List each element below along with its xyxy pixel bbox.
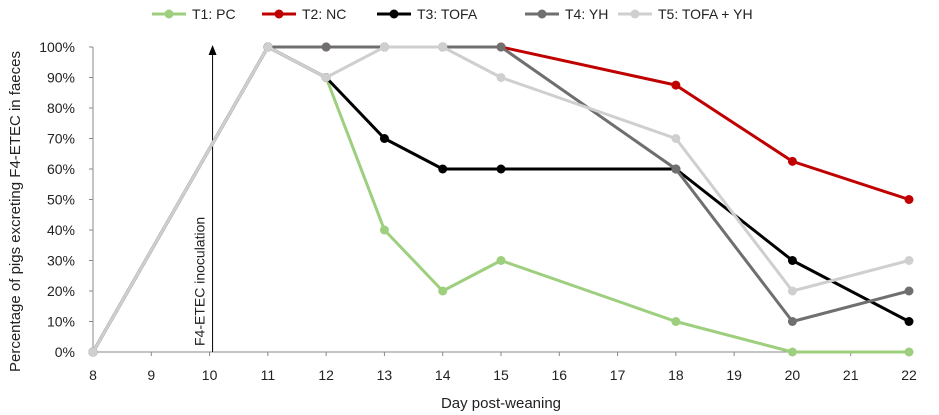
data-point xyxy=(787,156,797,166)
legend-label: T2: NC xyxy=(302,6,346,22)
legend-swatch-marker xyxy=(537,9,547,19)
y-tick-label: 80% xyxy=(47,100,75,116)
data-point xyxy=(496,164,506,174)
legend-item: T1: PC xyxy=(152,6,236,22)
data-point xyxy=(787,256,797,265)
y-tick-label: 40% xyxy=(47,222,75,238)
data-point xyxy=(379,225,389,235)
data-point xyxy=(904,256,914,265)
axes xyxy=(92,47,909,353)
y-tick-label: 60% xyxy=(47,161,75,177)
data-point xyxy=(496,42,506,52)
x-tick-label: 19 xyxy=(726,367,742,383)
data-point xyxy=(787,347,797,357)
data-point xyxy=(671,80,681,90)
legend-swatch-marker xyxy=(274,9,284,19)
x-tick-label: 15 xyxy=(493,367,509,383)
series-layer xyxy=(88,42,914,357)
x-tick-label: 9 xyxy=(147,367,155,383)
legend-item: T5: TOFA + YH xyxy=(618,6,753,22)
legend: T1: PC T2: NC T3: TOFA T4: YH T5: TOFA + YH xyxy=(152,6,753,22)
data-point xyxy=(379,134,389,143)
x-tick-label: 22 xyxy=(901,367,917,383)
data-point xyxy=(321,73,331,82)
series-line xyxy=(91,45,910,353)
x-tick-label: 21 xyxy=(843,367,859,383)
y-axis-ticks: 0% 10% 20% 30% 40% 50% 60% 70% 80% 90% 100% xyxy=(39,39,93,360)
data-point xyxy=(787,286,797,296)
data-point xyxy=(496,256,506,265)
data-point xyxy=(904,286,914,296)
y-tick-label: 70% xyxy=(47,131,75,147)
data-point xyxy=(671,164,681,174)
legend-item: T4: YH xyxy=(525,6,608,22)
legend-item: T3: TOFA xyxy=(377,6,478,22)
y-tick-label: 50% xyxy=(47,192,75,208)
inoculation-label: F4-ETEC inoculation xyxy=(192,217,208,346)
y-tick-label: 0% xyxy=(55,344,75,360)
data-point xyxy=(263,42,273,52)
legend-swatch-marker xyxy=(630,9,640,19)
legend-item: T2: NC xyxy=(262,6,346,22)
legend-label: T1: PC xyxy=(192,6,236,22)
inoculation-annotation: F4-ETEC inoculation xyxy=(192,45,217,352)
x-tick-label: 16 xyxy=(551,367,567,383)
data-point xyxy=(88,347,98,357)
x-tick-label: 14 xyxy=(435,367,451,383)
x-tick-label: 20 xyxy=(785,367,801,383)
x-tick-label: 11 xyxy=(261,367,276,383)
y-tick-label: 90% xyxy=(47,70,75,86)
x-tick-label: 17 xyxy=(610,367,626,383)
legend-label: T5: TOFA + YH xyxy=(658,6,753,22)
data-point xyxy=(438,164,448,174)
data-point xyxy=(671,134,681,143)
y-tick-label: 20% xyxy=(47,283,75,299)
series-line xyxy=(91,45,910,353)
data-point xyxy=(904,347,914,357)
data-point xyxy=(438,286,448,296)
data-point xyxy=(671,317,681,326)
data-point xyxy=(438,42,448,52)
data-point xyxy=(904,195,914,204)
series-line xyxy=(91,45,910,353)
x-axis-title: Day post-weaning xyxy=(441,395,561,412)
data-point xyxy=(787,317,797,326)
data-point xyxy=(379,42,389,52)
y-tick-label: 10% xyxy=(47,314,75,330)
y-tick-label: 100% xyxy=(39,39,75,55)
x-tick-label: 18 xyxy=(668,367,684,383)
legend-swatch-marker xyxy=(389,9,399,19)
data-point xyxy=(496,73,506,82)
x-tick-label: 10 xyxy=(202,367,218,383)
data-point xyxy=(321,42,331,52)
x-tick-label: 13 xyxy=(377,367,393,383)
data-point xyxy=(904,317,914,326)
legend-swatch-marker xyxy=(164,9,174,19)
x-tick-label: 8 xyxy=(89,367,97,383)
x-axis-ticks: 8 9 10 11 12 13 14 15 16 17 18 19 20 21 22 xyxy=(89,352,917,383)
x-tick-label: 12 xyxy=(318,367,334,383)
series-5 xyxy=(88,42,914,357)
inoculation-arrow-head xyxy=(208,45,217,55)
legend-label: T3: TOFA xyxy=(417,6,478,22)
y-tick-label: 30% xyxy=(47,253,75,269)
series-line xyxy=(91,45,909,354)
series-line xyxy=(91,45,910,353)
y-axis-title: Percentage of pigs excreting F4-ETEC in … xyxy=(7,51,24,372)
legend-label: T4: YH xyxy=(565,6,608,22)
